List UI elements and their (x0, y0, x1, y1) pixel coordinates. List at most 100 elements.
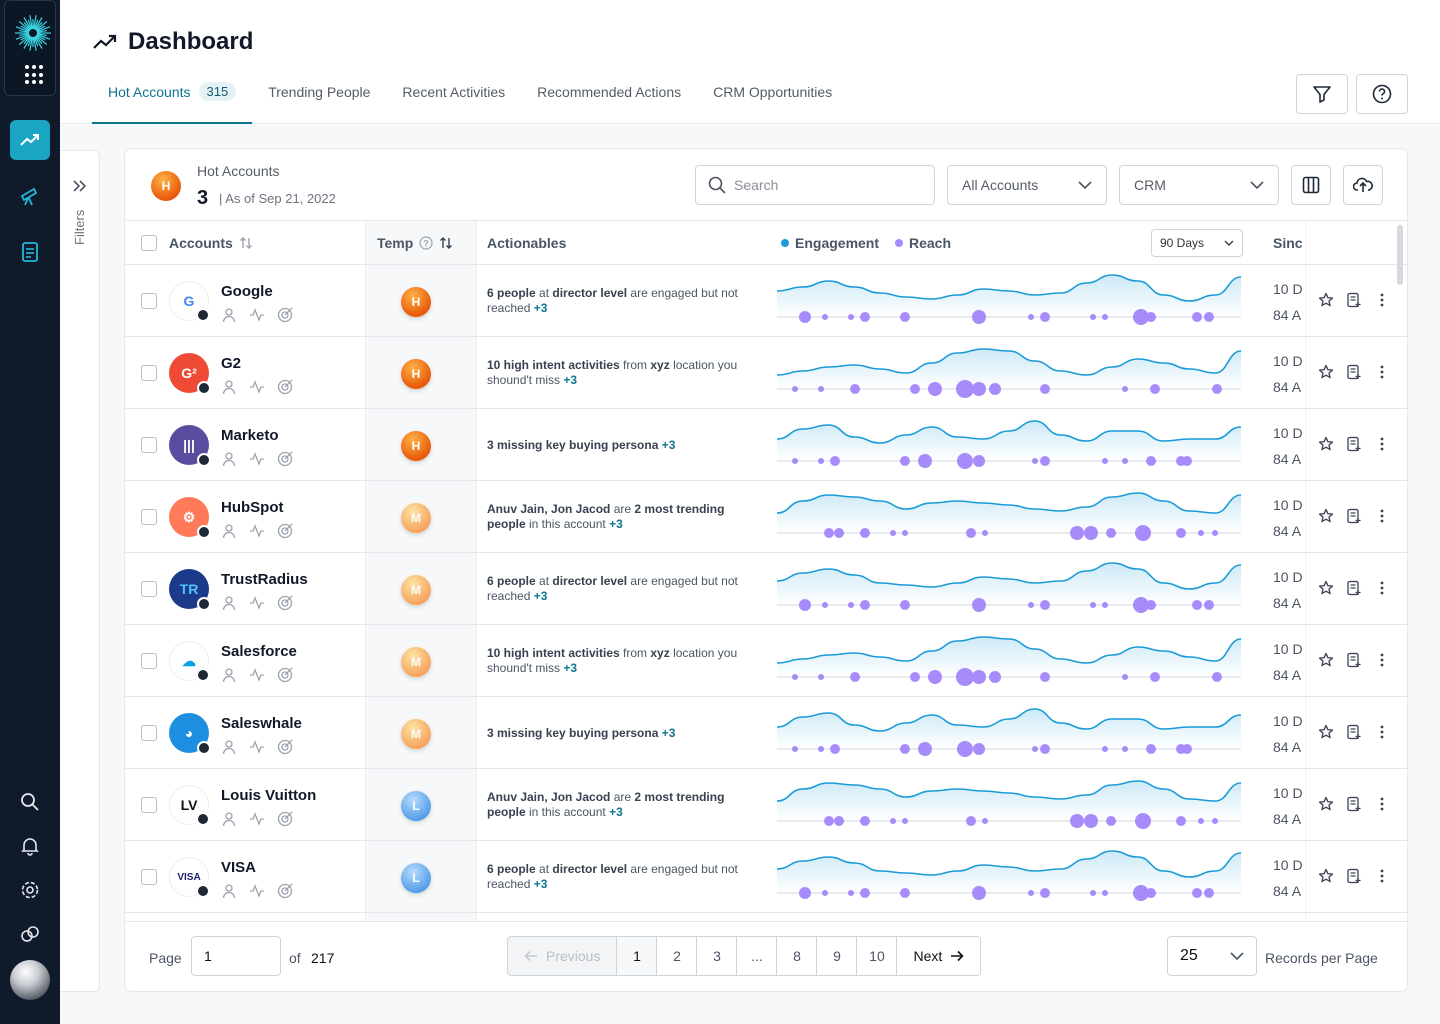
company-name[interactable]: Marketo (221, 427, 279, 444)
person-icon[interactable] (221, 307, 237, 323)
person-icon[interactable] (221, 523, 237, 539)
more-icon[interactable] (1373, 435, 1391, 453)
target-icon[interactable] (277, 667, 293, 683)
row-checkbox[interactable] (141, 365, 157, 381)
note-icon[interactable] (1345, 651, 1363, 669)
nav-integrations[interactable] (10, 914, 50, 954)
more-actions-link[interactable]: +3 (533, 589, 548, 603)
activity-icon[interactable] (249, 379, 265, 395)
target-icon[interactable] (277, 451, 293, 467)
page-button[interactable]: 1 (617, 937, 658, 975)
star-icon[interactable] (1317, 579, 1335, 597)
nav-discover[interactable] (10, 176, 50, 216)
nav-search[interactable] (10, 782, 50, 822)
export-button[interactable] (1343, 165, 1383, 205)
target-icon[interactable] (277, 595, 293, 611)
more-icon[interactable] (1373, 291, 1391, 309)
table-scrollbar[interactable] (1397, 225, 1403, 285)
info-icon[interactable]: ? (419, 236, 433, 250)
activity-icon[interactable] (249, 667, 265, 683)
tab-trending-people[interactable]: Trending People (268, 84, 371, 100)
more-icon[interactable] (1373, 795, 1391, 813)
note-icon[interactable] (1345, 507, 1363, 525)
more-icon[interactable] (1373, 363, 1391, 381)
previous-button[interactable]: Previous (508, 937, 618, 975)
page-button[interactable]: 8 (777, 937, 818, 975)
table-row[interactable]: LV Louis Vuitton L Anuv Jain, Jon Jacod … (125, 769, 1407, 841)
col-temp[interactable]: Temp ? (377, 221, 453, 265)
star-icon[interactable] (1317, 795, 1335, 813)
crm-select[interactable]: CRM (1119, 165, 1279, 205)
more-actions-link[interactable]: +3 (563, 373, 578, 387)
target-icon[interactable] (277, 811, 293, 827)
tab-recommended-actions[interactable]: Recommended Actions (537, 84, 682, 100)
tab-recent-activities[interactable]: Recent Activities (402, 84, 506, 100)
filters-panel[interactable]: Filters (60, 150, 100, 992)
star-icon[interactable] (1317, 363, 1335, 381)
more-icon[interactable] (1373, 507, 1391, 525)
filter-button[interactable] (1296, 74, 1348, 114)
table-row[interactable]: TR TrustRadius M 6 people at director le… (125, 553, 1407, 625)
activity-icon[interactable] (249, 739, 265, 755)
page-button[interactable]: 3 (697, 937, 738, 975)
table-row[interactable]: ☁ Salesforce M 10 high intent activities… (125, 625, 1407, 697)
apps-grid-icon[interactable] (25, 65, 45, 85)
columns-button[interactable] (1291, 165, 1331, 205)
target-icon[interactable] (277, 739, 293, 755)
chevrons-right-icon[interactable] (72, 179, 88, 193)
next-button[interactable]: Next (897, 937, 981, 975)
more-actions-link[interactable]: +3 (609, 517, 623, 531)
nav-notifications[interactable] (10, 826, 50, 866)
target-icon[interactable] (277, 523, 293, 539)
person-icon[interactable] (221, 451, 237, 467)
page-button[interactable]: 9 (817, 937, 858, 975)
person-icon[interactable] (221, 883, 237, 899)
more-actions-link[interactable]: +3 (563, 661, 578, 675)
more-actions-link[interactable]: +3 (661, 437, 676, 452)
company-name[interactable]: Saleswhale (221, 715, 302, 732)
page-input[interactable]: 1 (191, 936, 281, 976)
row-checkbox[interactable] (141, 437, 157, 453)
target-icon[interactable] (277, 379, 293, 395)
row-checkbox[interactable] (141, 725, 157, 741)
star-icon[interactable] (1317, 435, 1335, 453)
row-checkbox[interactable] (141, 509, 157, 525)
activity-icon[interactable] (249, 595, 265, 611)
search-box[interactable] (695, 165, 935, 205)
person-icon[interactable] (221, 667, 237, 683)
records-per-page-select[interactable]: 25 (1167, 936, 1257, 976)
row-checkbox[interactable] (141, 797, 157, 813)
note-icon[interactable] (1345, 291, 1363, 309)
company-name[interactable]: TrustRadius (221, 571, 308, 588)
star-icon[interactable] (1317, 291, 1335, 309)
search-input[interactable] (734, 177, 914, 193)
company-name[interactable]: G2 (221, 355, 242, 372)
help-button[interactable] (1356, 74, 1408, 114)
more-actions-link[interactable]: +3 (661, 725, 676, 740)
star-icon[interactable] (1317, 507, 1335, 525)
table-row[interactable]: G² G2 H 10 high intent activities from x… (125, 337, 1407, 409)
person-icon[interactable] (221, 811, 237, 827)
more-icon[interactable] (1373, 867, 1391, 885)
activity-icon[interactable] (249, 523, 265, 539)
note-icon[interactable] (1345, 579, 1363, 597)
person-icon[interactable] (221, 379, 237, 395)
note-icon[interactable] (1345, 867, 1363, 885)
nav-settings[interactable] (10, 870, 50, 910)
activity-icon[interactable] (249, 451, 265, 467)
table-row[interactable]: ||| Marketo H 3 missing key buying perso… (125, 409, 1407, 481)
row-checkbox[interactable] (141, 581, 157, 597)
accounts-select[interactable]: All Accounts (947, 165, 1107, 205)
company-name[interactable]: VISA (221, 859, 257, 876)
page-button[interactable]: 10 (857, 937, 898, 975)
more-icon[interactable] (1373, 579, 1391, 597)
tab-hot-accounts[interactable]: Hot Accounts 315 (92, 78, 253, 124)
more-actions-link[interactable]: +3 (533, 877, 548, 891)
row-checkbox[interactable] (141, 293, 157, 309)
person-icon[interactable] (221, 739, 237, 755)
more-actions-link[interactable]: +3 (609, 805, 623, 819)
table-row[interactable]: VISA VISA L 6 people at director level a… (125, 841, 1407, 913)
note-icon[interactable] (1345, 435, 1363, 453)
more-actions-link[interactable]: +3 (533, 301, 548, 315)
note-icon[interactable] (1345, 723, 1363, 741)
